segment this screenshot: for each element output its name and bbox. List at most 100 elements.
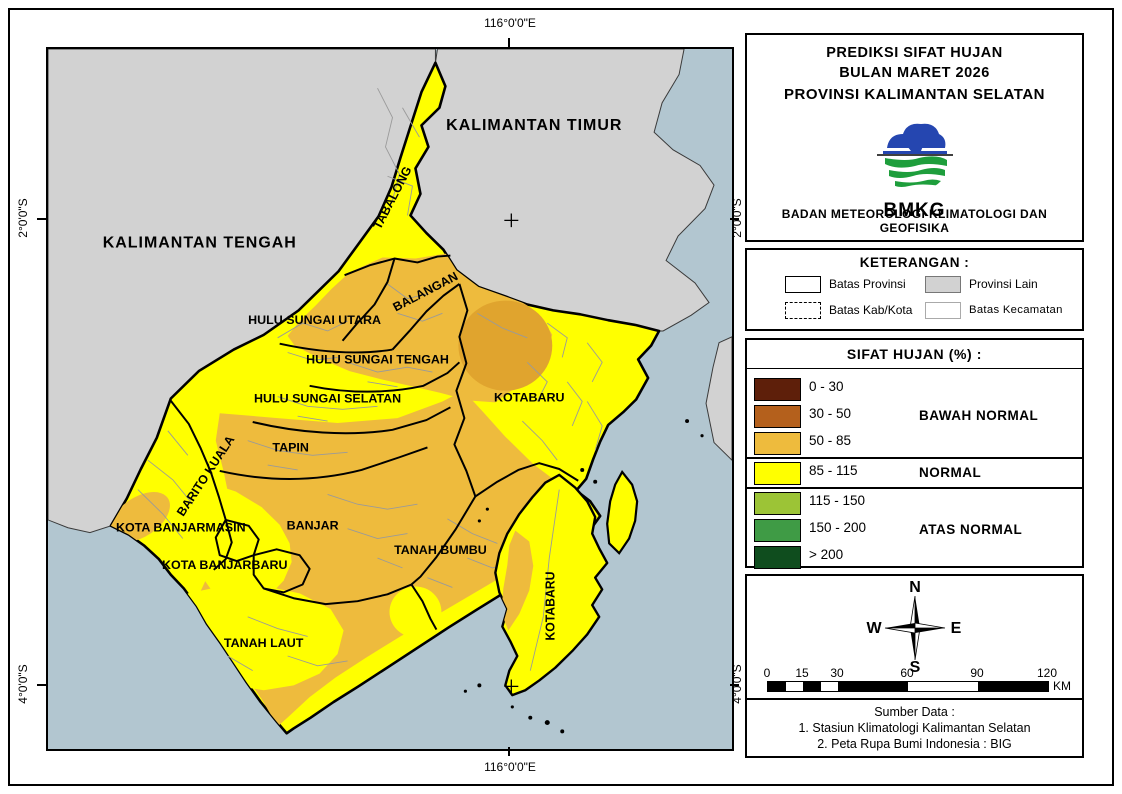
legend-row-0-30: 0 - 30 [747,376,1082,403]
coord-left-bottom: 4°0'0"S [16,664,30,704]
sumber-data: Sumber Data : 1. Stasiun Klimatologi Kal… [747,704,1082,752]
label-kalimantan-tengah: KALIMANTAN TENGAH [103,235,297,252]
tick-bottom-116e [508,747,510,756]
scalebar-seg [838,682,908,691]
label-kota-banjarmasin: KOTA BANJARMASIN [116,521,246,535]
zone-below-normal-coast-spot [110,492,170,542]
graticule-cross [504,213,519,694]
legend-group-bawah-normal: BAWAH NORMAL [919,408,1039,423]
scalebar-labels: 0 15 30 60 90 120 [747,666,1082,680]
label-batas-kabkota: Batas Kab/Kota [829,303,913,317]
agency-name: BADAN METEOROLOGI KLIMATOLOGI DAN GEOFIS… [781,207,1048,235]
label-hulu-sungai-selatan: HULU SUNGAI SELATAN [254,392,401,406]
compass-n: N [909,580,921,596]
tick-left-4s [37,684,46,686]
scalebar-seg [785,682,803,691]
compass-icon: N S W E [866,580,961,672]
kecamatan-boundaries [137,87,603,672]
label-banjar: BANJAR [287,519,339,533]
scalebar-tick-15: 15 [795,666,809,680]
coord-bottom: 116°0'0"E [484,760,536,774]
label-hulu-sungai-utara: HULU SUNGAI UTARA [248,313,381,327]
compass-e: E [950,620,961,637]
tick-right-4s [730,684,739,686]
label-tanah-bumbu: TANAH BUMBU [394,543,487,557]
scalebar-tick-90: 90 [970,666,984,680]
scalebar-seg [768,682,786,691]
label-kalimantan-timur: KALIMANTAN TIMUR [446,117,622,134]
keterangan-title: KETERANGAN : [859,255,970,270]
tick-left-2s [37,218,46,220]
legend-swatch-150-200 [754,519,801,542]
zone-normal-banjarbaru [173,477,292,617]
sifat-hujan-panel: SIFAT HUJAN (%) : 0 - 30 30 - 50 50 - 85… [745,338,1084,571]
label-tapin: TAPIN [272,440,309,454]
title-panel: PREDIKSI SIFAT HUJAN BULAN MARET 2026 PR… [745,33,1084,242]
label-kotabaru-island: KOTABARU [543,571,557,640]
scalebar-tick-30: 30 [830,666,844,680]
legend-swatch-0-30 [754,378,801,401]
island-pulau-laut [494,473,609,697]
legend-swatch-50-85 [754,432,801,455]
tick-top-116e [508,38,510,47]
swatch-provinsi-lain [925,276,961,293]
legend-range-115-150: 115 - 150 [809,493,866,508]
map-title-line3: PROVINSI KALIMANTAN SELATAN [784,86,1045,103]
swatch-batas-kabkota [785,302,821,319]
map-svg: KALIMANTAN TENGAH KALIMANTAN TIMUR TABAL… [48,49,732,749]
legend-group-atas-normal: ATAS NORMAL [919,522,1023,537]
label-batas-kecamatan: Batas Kecamatan [969,304,1063,316]
bmkg-logo: BMKG [747,118,1082,222]
legend-swatch-30-50 [754,405,801,428]
legend-group-normal: NORMAL [919,465,982,480]
tick-right-2s [730,218,739,220]
scalebar-tick-60: 60 [900,666,914,680]
label-tanah-laut: TANAH LAUT [224,636,304,650]
bmkg-logo-text: BMKG [883,200,946,221]
coord-left-top: 2°0'0"S [16,198,30,238]
label-hulu-sungai-tengah: HULU SUNGAI TENGAH [306,352,449,366]
legend-range-150-200: 150 - 200 [809,520,867,535]
coord-right-top: 2°0'0"S [730,198,744,238]
islets [463,419,704,734]
legend-swatch-115-150 [754,492,801,515]
compass-rose: N S W E [747,580,1082,672]
legend-separator-2 [747,487,1082,489]
region-east-land [705,336,732,461]
kabupaten-boundaries [169,254,579,631]
rainfall-zones [110,253,588,727]
legend-swatch-gt200 [754,546,801,569]
map-title-line2: BULAN MARET 2026 [839,65,990,81]
legend-range-0-30: 0 - 30 [809,379,844,394]
island-zones [501,489,560,671]
legend-separator-1 [747,457,1082,459]
map-title-line1: PREDIKSI SIFAT HUJAN [826,45,1003,61]
scalebar-unit: KM [1053,679,1071,693]
figure-border [8,8,1114,786]
scalebar-seg [820,682,838,691]
sumber-line1: 1. Stasiun Klimatologi Kalimantan Selata… [798,721,1031,735]
scalebar-tick-0: 0 [763,666,771,680]
label-kota-banjarbaru: KOTA BANJARBARU [162,558,288,572]
zone-normal-tanahbumbu-spot [389,586,442,638]
compass-s: S [909,659,920,672]
coord-top: 116°0'0"E [484,16,536,30]
legend-row-gt200: > 200 [747,544,1082,571]
label-provinsi-lain: Provinsi Lain [969,277,1038,291]
bottom-divider [747,698,1082,700]
bottom-panel: N S W E 0 15 30 60 90 120 KM [745,574,1084,758]
legend-swatch-85-115 [754,462,801,485]
scalebar-seg [978,682,1048,691]
legend-range-50-85: 50 - 85 [809,433,852,448]
coord-right-bottom: 4°0'0"S [730,664,744,704]
sumber-line2: 2. Peta Rupa Bumi Indonesia : BIG [817,737,1012,751]
legend-range-85-115: 85 - 115 [809,463,858,478]
legend-range-30-50: 30 - 50 [809,406,852,421]
legend-row-115-150: 115 - 150 [747,490,1082,517]
legend-range-gt200: > 200 [809,547,844,562]
label-kotabaru-mainland: KOTABARU [494,391,565,405]
map-canvas: KALIMANTAN TENGAH KALIMANTAN TIMUR TABAL… [46,47,734,751]
legend-row-85-115: 85 - 115 [747,460,1082,487]
scalebar [767,681,1049,692]
